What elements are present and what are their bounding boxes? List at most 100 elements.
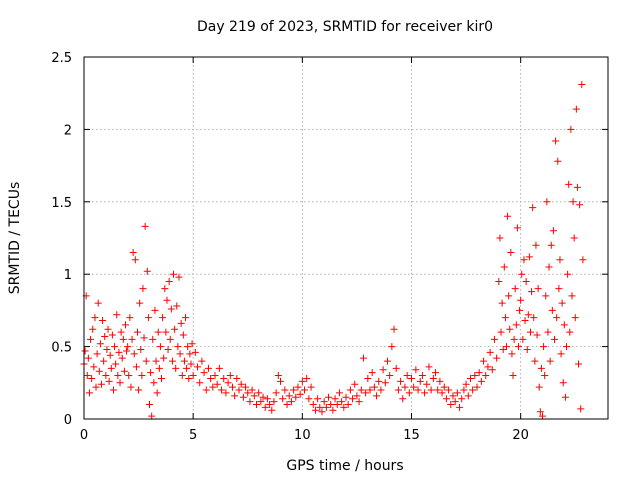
data-point — [496, 234, 504, 242]
data-point — [167, 305, 175, 313]
data-point — [540, 343, 548, 351]
data-point — [453, 389, 461, 397]
data-point — [224, 379, 232, 387]
data-point — [198, 357, 206, 365]
data-point — [548, 306, 556, 314]
data-point — [475, 369, 483, 377]
data-point — [187, 360, 195, 368]
data-point — [166, 335, 174, 343]
data-point — [158, 374, 166, 382]
data-point — [301, 386, 309, 394]
data-point — [333, 401, 341, 409]
y-tick-label: 0.5 — [51, 341, 72, 356]
data-point — [519, 335, 527, 343]
data-point — [303, 374, 311, 382]
data-point — [353, 392, 361, 400]
data-point — [388, 343, 396, 351]
data-point — [575, 360, 583, 368]
data-point — [572, 105, 580, 113]
data-point — [536, 408, 544, 416]
data-point — [105, 377, 113, 385]
data-point — [364, 374, 372, 382]
data-point — [161, 285, 169, 293]
data-point — [564, 270, 572, 278]
data-point — [513, 224, 521, 232]
data-point — [511, 285, 519, 293]
data-point — [314, 395, 322, 403]
data-point — [318, 408, 326, 416]
data-point — [377, 386, 385, 394]
data-point — [294, 383, 302, 391]
data-point — [451, 398, 459, 406]
data-point — [480, 357, 488, 365]
data-point — [516, 306, 524, 314]
data-point — [495, 277, 503, 285]
data-point — [505, 292, 513, 300]
data-point — [460, 386, 468, 394]
data-point — [551, 335, 559, 343]
data-point — [537, 364, 545, 372]
data-point — [250, 392, 258, 400]
y-tick-label: 2.5 — [51, 51, 72, 66]
data-point — [99, 317, 107, 325]
data-point — [429, 374, 437, 382]
data-point — [96, 340, 104, 348]
data-point — [346, 386, 354, 394]
x-tick-label: 5 — [189, 428, 197, 443]
data-point — [514, 343, 522, 351]
data-point — [298, 377, 306, 385]
data-point — [146, 401, 153, 409]
data-point — [560, 321, 568, 329]
data-point — [87, 335, 95, 343]
data-point — [159, 314, 167, 322]
data-point — [113, 311, 121, 319]
data-point — [255, 389, 263, 397]
data-points — [80, 81, 587, 420]
data-point — [274, 372, 282, 380]
data-point — [421, 389, 429, 397]
data-point — [447, 401, 455, 409]
data-point — [141, 222, 149, 230]
data-point — [123, 347, 131, 355]
x-tick-label: 0 — [80, 428, 88, 443]
data-point — [469, 386, 477, 394]
data-point — [252, 401, 260, 409]
data-point — [327, 401, 335, 409]
data-point — [108, 331, 116, 339]
data-point — [114, 372, 122, 380]
grid — [84, 57, 608, 419]
data-point — [555, 285, 563, 293]
data-point — [576, 201, 584, 209]
data-point — [246, 398, 254, 406]
y-axis-label: SRMTID / TECUs — [7, 182, 23, 295]
data-point — [427, 386, 435, 394]
data-point — [218, 386, 226, 394]
data-point — [83, 372, 91, 380]
data-point — [196, 379, 204, 387]
data-point — [529, 204, 537, 212]
data-point — [530, 314, 538, 322]
data-point — [93, 350, 101, 358]
data-point — [410, 383, 418, 391]
data-point — [567, 125, 575, 133]
data-point — [355, 398, 363, 406]
data-point — [153, 389, 161, 397]
data-point — [512, 321, 520, 329]
data-point — [184, 343, 192, 351]
data-point — [139, 285, 147, 293]
data-point — [482, 372, 490, 380]
data-point — [138, 372, 146, 380]
data-point — [541, 372, 549, 380]
data-point — [566, 328, 574, 336]
data-point — [165, 277, 173, 285]
data-point — [222, 389, 230, 397]
data-point — [311, 406, 319, 414]
data-point — [170, 270, 178, 278]
data-point — [140, 334, 148, 342]
data-point — [373, 392, 381, 400]
data-point — [148, 412, 156, 420]
data-point — [235, 386, 243, 394]
y-tick-label: 1 — [64, 268, 72, 283]
data-point — [552, 137, 560, 145]
